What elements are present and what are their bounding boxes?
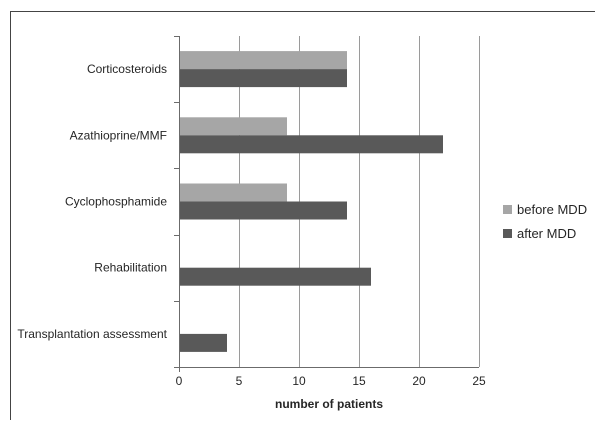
legend-label: before MDD: [517, 202, 587, 217]
legend-swatch: [503, 205, 512, 214]
category-labels: Corticosteroids Azathioprine/MMF Cyclophos…: [17, 62, 167, 341]
legend-swatch: [503, 229, 512, 238]
x-tick-label: 25: [472, 374, 486, 388]
legend-label: after MDD: [517, 226, 576, 241]
bar-after-2: [180, 201, 347, 220]
x-tick-label: 20: [412, 374, 426, 388]
axes: [174, 36, 479, 372]
x-tick-label: 10: [292, 374, 306, 388]
x-tick-label: 5: [236, 374, 243, 388]
x-tick-label: 0: [176, 374, 183, 388]
x-axis-title: number of patients: [275, 397, 383, 411]
category-label: Cyclophosphamide: [65, 195, 167, 209]
bar-after-3: [180, 267, 371, 286]
chart-frame: 0 5 10 15 20 25 Corticosteroids Azathioprine/M…: [10, 11, 595, 420]
bar-chart: 0 5 10 15 20 25 Corticosteroids Azathioprine/M…: [10, 11, 595, 420]
chart-border: [10, 11, 595, 420]
bar-before-0: [180, 51, 347, 70]
category-label: Azathioprine/MMF: [70, 128, 167, 142]
category-label: Transplantation assessment: [17, 327, 167, 341]
legend: before MDD after MDD: [503, 202, 587, 241]
x-tick-labels: 0 5 10 15 20 25: [176, 374, 486, 388]
bar-before-1: [180, 117, 287, 136]
bar-after-1: [180, 135, 443, 154]
category-label: Corticosteroids: [87, 62, 167, 76]
bar-before-2: [180, 183, 287, 202]
bar-after-4: [180, 333, 227, 352]
bar-after-0: [180, 69, 347, 88]
category-label: Rehabilitation: [94, 261, 167, 275]
x-tick-label: 15: [352, 374, 366, 388]
bars: [180, 51, 443, 352]
